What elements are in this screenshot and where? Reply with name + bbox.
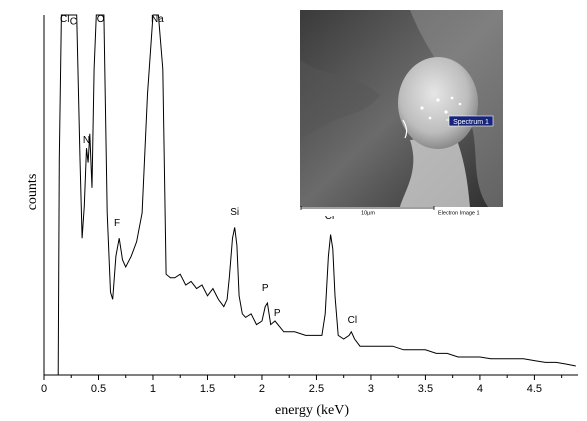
spectrum-1-label: Spectrum 1 bbox=[453, 119, 489, 126]
bright-spot bbox=[436, 98, 439, 101]
peak-label-na: Na bbox=[151, 14, 164, 25]
peak-label-cl: Cl bbox=[348, 315, 357, 326]
electron-image-inset: Spectrum 1 10µm Electron Image 1 bbox=[300, 10, 503, 217]
sphere-particle bbox=[398, 57, 478, 149]
x-tick-label: 2.5 bbox=[309, 383, 324, 395]
peak-label-n: N bbox=[83, 135, 90, 146]
bright-spot bbox=[420, 106, 423, 109]
peak-label-p: P bbox=[262, 283, 269, 294]
x-tick-label: 1 bbox=[150, 383, 156, 395]
peak-label-o: O bbox=[97, 14, 105, 25]
x-tick-label: 4.5 bbox=[527, 383, 542, 395]
bright-spot bbox=[429, 117, 432, 120]
x-tick-label: 1.5 bbox=[200, 383, 215, 395]
x-tick-label: 0.5 bbox=[91, 383, 106, 395]
bright-spot bbox=[444, 110, 447, 113]
x-tick-label: 0 bbox=[41, 383, 47, 395]
x-tick-label: 4 bbox=[477, 383, 483, 395]
x-tick-label: 3 bbox=[368, 383, 374, 395]
peak-label-p: P bbox=[274, 308, 281, 319]
peak-label-si: Si bbox=[230, 207, 239, 218]
x-tick-label: 2 bbox=[259, 383, 265, 395]
y-axis-title: counts bbox=[25, 174, 40, 211]
inset-caption: Electron Image 1 bbox=[438, 211, 480, 217]
peak-label-f: F bbox=[114, 218, 120, 229]
x-axis-title: energy (keV) bbox=[275, 403, 349, 418]
bright-spot bbox=[451, 97, 454, 100]
bright-spot bbox=[459, 103, 462, 106]
scale-bar-label: 10µm bbox=[361, 211, 375, 217]
x-tick-label: 3.5 bbox=[418, 383, 433, 395]
peak-label-cl: Cl bbox=[60, 14, 69, 25]
peak-label-c: C bbox=[70, 16, 77, 27]
